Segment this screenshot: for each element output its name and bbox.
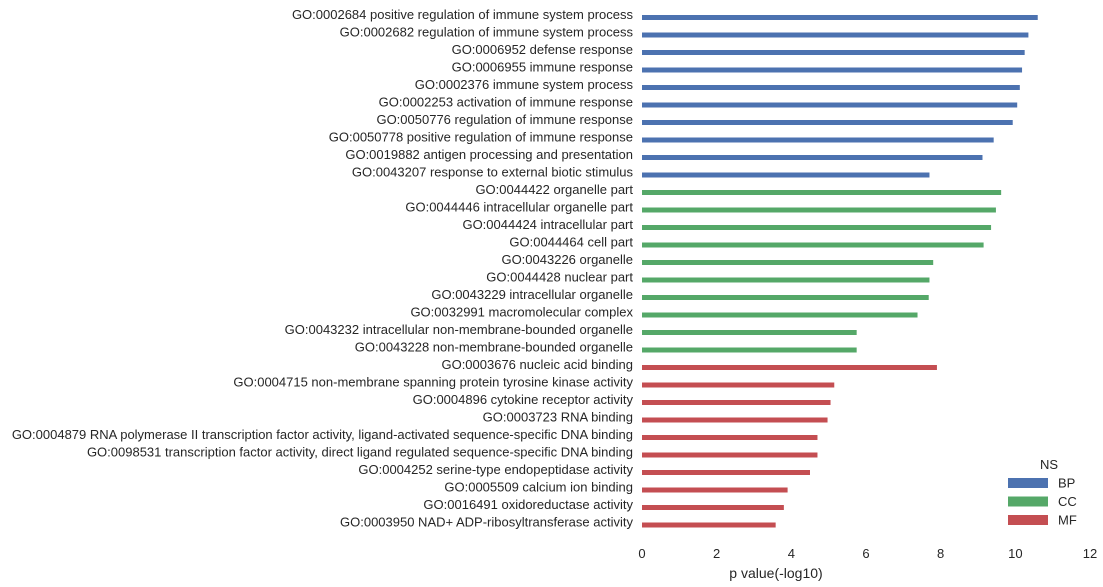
category-label: GO:0002684 positive regulation of immune… [292,7,634,22]
category-label: GO:0019882 antigen processing and presen… [345,147,633,162]
bar-21 [642,365,937,370]
x-tick-label: 12 [1083,546,1097,561]
bar-29 [642,505,784,510]
category-label: GO:0043228 non-membrane-bounded organell… [355,340,633,355]
bar-1 [642,15,1038,20]
bar-26 [642,452,818,458]
category-label: GO:0004252 serine-type endopeptidase act… [358,462,633,477]
x-tick-label: 2 [713,546,720,561]
bar-20 [642,347,857,353]
bar-3 [642,50,1025,55]
category-label: GO:0044446 intracellular organelle part [405,200,633,215]
bar-8 [642,137,994,143]
category-label: GO:0003723 RNA binding [483,410,633,425]
category-label: GO:0043207 response to external biotic s… [352,165,634,180]
category-label: GO:0005509 calcium ion binding [444,480,633,495]
x-axis-ticks: 0 2 4 6 8 10 12 [638,546,1097,561]
category-label: GO:0003676 nucleic acid binding [441,357,633,372]
category-label: GO:0006955 immune response [452,60,633,75]
category-label: GO:0050778 positive regulation of immune… [329,130,633,145]
legend-title: NS [1040,457,1058,472]
x-tick-label: 4 [788,546,795,561]
bar-23 [642,400,831,405]
category-label: GO:0016491 oxidoreductase activity [423,497,633,512]
x-axis-title: p value(-log10) [729,565,822,581]
legend: NS BP CC MF [1008,457,1077,528]
bar-6 [642,102,1018,108]
bars-group [642,15,1038,528]
bar-2 [642,32,1029,38]
bar-28 [642,487,788,493]
bar-14 [642,242,984,248]
bar-4 [642,67,1023,73]
bar-11 [642,190,1002,195]
category-label: GO:0043229 intracellular organelle [431,287,633,302]
category-label: GO:0043232 intracellular non-membrane-bo… [285,322,633,337]
category-label: GO:0044464 cell part [509,235,633,250]
bar-22 [642,382,835,388]
category-label: GO:0044428 nuclear part [486,270,633,285]
legend-label-cc: CC [1058,494,1077,509]
category-labels: GO:0002684 positive regulation of immune… [12,7,634,530]
category-label: GO:0003950 NAD+ ADP-ribosyltransferase a… [340,515,633,530]
bar-25 [642,435,818,440]
bar-9 [642,155,983,160]
x-tick-label: 6 [862,546,869,561]
category-label: GO:0004879 RNA polymerase II transcripti… [12,427,633,442]
category-label: GO:0050776 regulation of immune response [376,112,633,127]
category-label: GO:0002253 activation of immune response [379,95,633,110]
bar-24 [642,417,828,423]
bar-5 [642,85,1020,90]
category-label: GO:0006952 defense response [452,42,633,57]
category-label: GO:0002376 immune system process [415,77,634,92]
bar-19 [642,330,857,335]
category-label: GO:0004715 non-membrane spanning protein… [233,375,633,390]
bar-17 [642,295,929,300]
x-tick-label: 10 [1008,546,1022,561]
bar-30 [642,522,776,528]
category-label: GO:0043226 organelle [501,252,633,267]
category-label: GO:0002682 regulation of immune system p… [340,25,634,40]
category-label: GO:0098531 transcription factor activity… [87,445,633,460]
legend-label-bp: BP [1058,476,1075,491]
category-label: GO:0004896 cytokine receptor activity [413,392,634,407]
legend-swatch-mf [1008,515,1048,525]
category-label: GO:0044422 organelle part [475,182,633,197]
bar-27 [642,470,810,475]
category-label: GO:0044424 intracellular part [462,217,633,232]
x-tick-label: 8 [937,546,944,561]
legend-swatch-bp [1008,478,1048,488]
bar-15 [642,260,934,265]
legend-swatch-cc [1008,496,1048,507]
bar-18 [642,312,918,318]
bar-12 [642,207,996,213]
legend-label-mf: MF [1058,513,1077,528]
bar-16 [642,277,930,283]
bar-7 [642,120,1013,125]
bar-10 [642,172,930,178]
bar-13 [642,225,992,230]
category-label: GO:0032991 macromolecular complex [410,305,633,320]
x-tick-label: 0 [638,546,645,561]
